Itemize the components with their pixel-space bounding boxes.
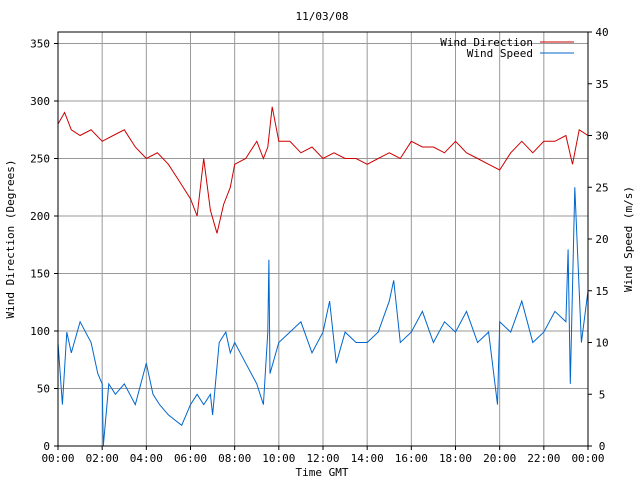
right-tick-label: 0 (599, 440, 606, 453)
x-tick-label: 12:00 (306, 452, 339, 465)
left-tick-label: 300 (30, 95, 50, 108)
x-tick-label: 00:00 (41, 452, 74, 465)
left-tick-label: 150 (30, 268, 50, 281)
left-tick-label: 100 (30, 325, 50, 338)
right-tick-label: 35 (595, 78, 608, 91)
x-axis-ticks: 00:00 02:00 04:00 06:00 08:00 10:00 12:00 14:00… (41, 446, 605, 465)
right-axis-ticks: 0 5 10 15 20 25 30 35 40 (588, 26, 609, 453)
right-axis-label: Wind Speed (m/s) (622, 186, 635, 292)
right-tick-label: 40 (595, 26, 608, 39)
x-tick-label: 04:00 (130, 452, 163, 465)
left-tick-label: 250 (30, 153, 50, 166)
x-tick-label: 18:00 (439, 452, 472, 465)
x-tick-label: 20:00 (483, 452, 516, 465)
right-tick-label: 15 (595, 285, 608, 298)
right-tick-label: 10 (595, 337, 608, 350)
x-tick-label: 00:00 (571, 452, 604, 465)
x-tick-label: 06:00 (174, 452, 207, 465)
right-tick-label: 5 (599, 388, 606, 401)
legend-label-wind-direction: Wind Direction (440, 36, 533, 49)
grid-lines (58, 32, 588, 446)
chart-title: 11/03/08 (296, 10, 349, 23)
left-axis-ticks: 0 50 100 150 200 250 300 350 (30, 38, 58, 453)
left-tick-label: 50 (37, 383, 50, 396)
right-tick-label: 30 (595, 130, 608, 143)
left-tick-label: 200 (30, 210, 50, 223)
wind-speed-line (57, 187, 589, 447)
x-tick-label: 08:00 (218, 452, 251, 465)
x-tick-label: 10:00 (262, 452, 295, 465)
left-tick-label: 350 (30, 38, 50, 51)
x-tick-label: 16:00 (395, 452, 428, 465)
x-tick-label: 02:00 (86, 452, 119, 465)
x-axis-label: Time GMT (296, 466, 349, 479)
x-tick-label: 14:00 (351, 452, 384, 465)
series-layer (57, 106, 589, 447)
left-axis-label: Wind Direction (Degrees) (4, 160, 17, 319)
left-tick-label: 0 (43, 440, 50, 453)
legend: Wind Direction Wind Speed (440, 36, 574, 60)
legend-label-wind-speed: Wind Speed (467, 47, 533, 60)
right-tick-label: 20 (595, 233, 608, 246)
wind-direction-line (57, 106, 589, 234)
x-tick-label: 22:00 (527, 452, 560, 465)
right-tick-label: 25 (595, 181, 608, 194)
